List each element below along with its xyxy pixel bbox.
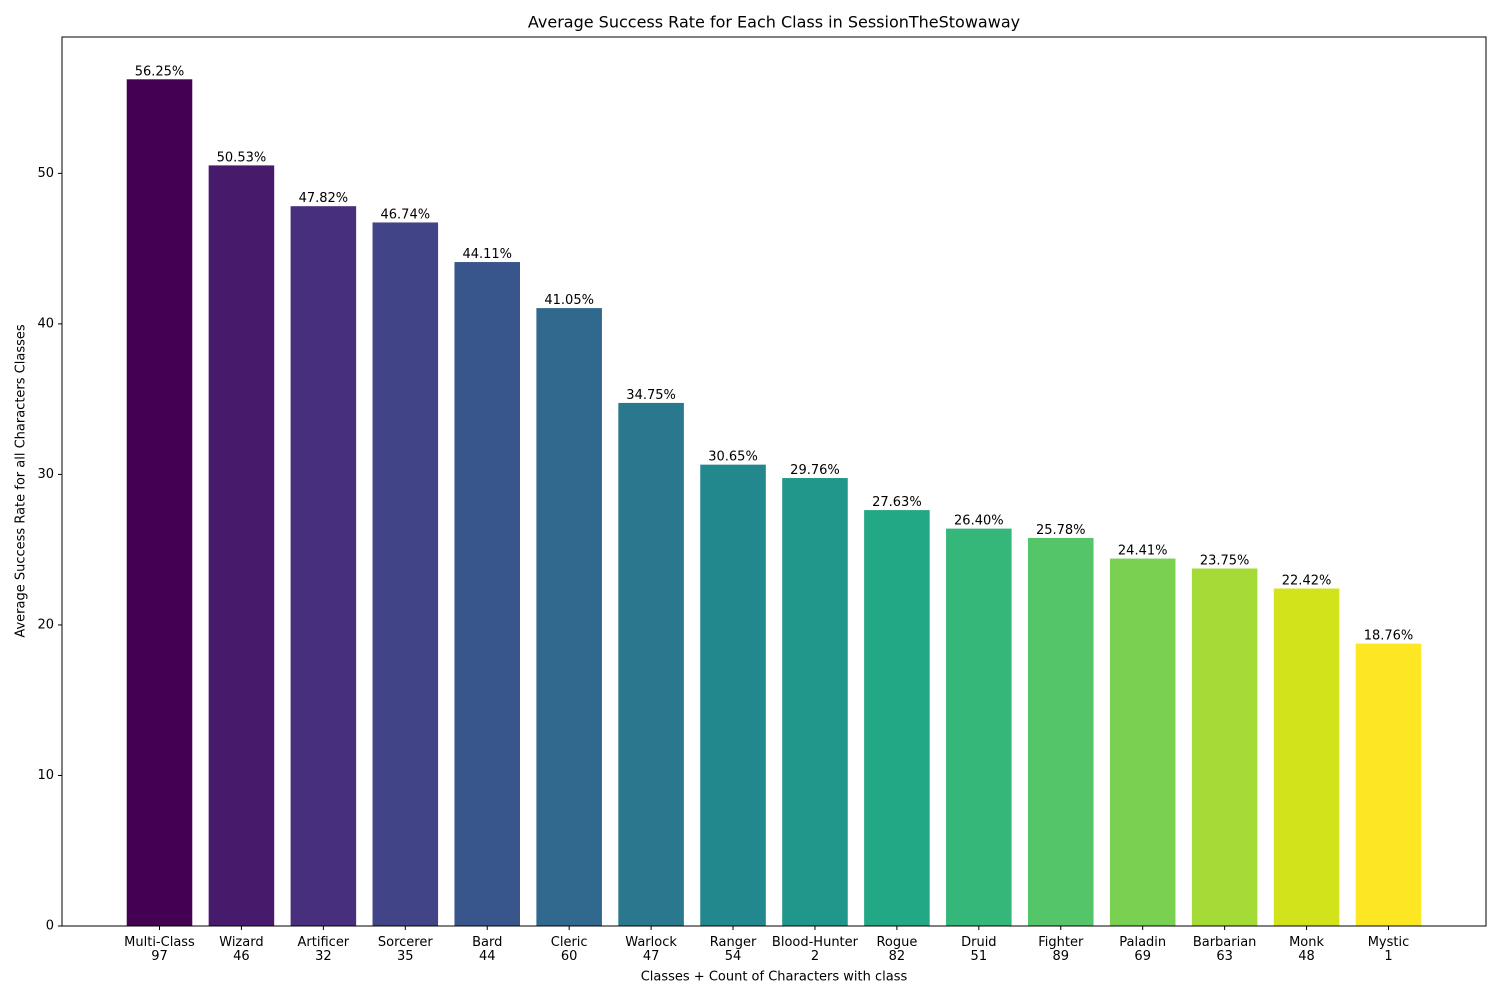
bar — [700, 464, 766, 926]
value-label: 26.40% — [954, 514, 1004, 529]
y-tick-label: 20 — [37, 617, 54, 632]
x-tick-label: Wizard — [219, 935, 263, 950]
bar — [1273, 588, 1340, 926]
y-tick-label: 40 — [37, 316, 54, 331]
x-tick-count: 51 — [971, 949, 988, 964]
bar — [454, 262, 521, 927]
x-tick-count: 46 — [233, 949, 250, 964]
x-tick-label: Druid — [961, 935, 996, 950]
x-tick-count: 69 — [1134, 949, 1151, 964]
plot-frame — [61, 36, 1487, 927]
value-label: 56.25% — [135, 64, 185, 79]
value-label: 47.82% — [299, 191, 349, 206]
value-label: 46.74% — [381, 207, 431, 222]
x-tick-label: Rogue — [876, 935, 917, 950]
x-tick-count: 60 — [561, 949, 578, 964]
bar — [782, 478, 848, 926]
x-tick-label: Multi-Class — [124, 935, 195, 950]
value-label: 23.75% — [1200, 554, 1250, 569]
value-label: 22.42% — [1282, 574, 1332, 589]
y-tick-label: 0 — [46, 919, 54, 934]
value-label: 24.41% — [1118, 544, 1168, 559]
value-label: 29.76% — [790, 463, 840, 478]
x-tick-count: 2 — [811, 949, 819, 964]
chart-title: Average Success Rate for Each Class in S… — [528, 13, 1020, 32]
x-tick-count: 54 — [725, 949, 742, 964]
value-label: 41.05% — [544, 293, 594, 308]
x-tick-label: Blood-Hunter — [772, 935, 859, 950]
x-tick-label: Cleric — [551, 935, 588, 950]
bar — [1191, 568, 1258, 926]
x-tick-count: 97 — [151, 949, 168, 964]
y-axis-label: Average Success Rate for all Characters … — [14, 324, 29, 638]
bar — [864, 510, 930, 926]
value-label: 18.76% — [1364, 629, 1414, 644]
x-tick-label: Ranger — [710, 935, 757, 950]
x-tick-count: 63 — [1216, 949, 1233, 964]
x-axis-label: Classes + Count of Characters with class — [641, 970, 908, 985]
value-label: 44.11% — [462, 247, 512, 262]
value-label: 30.65% — [708, 450, 758, 465]
bar — [618, 402, 684, 926]
x-tick-count: 82 — [889, 949, 906, 964]
bar — [290, 206, 357, 927]
x-tick-count: 48 — [1298, 949, 1315, 964]
x-tick-label: Bard — [472, 935, 502, 950]
x-tick-label: Mystic — [1368, 935, 1410, 950]
x-tick-label: Artificer — [298, 935, 350, 950]
bar — [1355, 643, 1422, 926]
x-tick-count: 44 — [479, 949, 496, 964]
x-tick-count: 47 — [643, 949, 660, 964]
x-tick-count: 1 — [1384, 949, 1392, 964]
x-tick-count: 35 — [397, 949, 414, 964]
x-tick-label: Sorcerer — [378, 935, 433, 950]
x-tick-label: Barbarian — [1193, 935, 1257, 950]
value-label: 27.63% — [872, 495, 922, 510]
bar — [208, 165, 275, 927]
x-tick-label: Monk — [1289, 935, 1324, 950]
y-tick-label: 30 — [37, 467, 54, 482]
y-tick-label: 50 — [37, 166, 54, 181]
value-label: 50.53% — [217, 150, 267, 165]
value-label: 34.75% — [626, 388, 676, 403]
bar — [946, 528, 1012, 926]
bar — [536, 308, 602, 926]
x-tick-count: 89 — [1052, 949, 1069, 964]
y-tick-label: 10 — [37, 768, 54, 783]
x-tick-count: 32 — [315, 949, 332, 964]
bar — [372, 222, 439, 927]
x-tick-label: Warlock — [625, 935, 677, 950]
bar — [1109, 558, 1176, 926]
bar — [1027, 537, 1094, 926]
bar — [126, 79, 193, 927]
x-tick-label: Paladin — [1119, 935, 1166, 950]
x-tick-label: Fighter — [1038, 935, 1084, 950]
value-label: 25.78% — [1036, 523, 1086, 538]
